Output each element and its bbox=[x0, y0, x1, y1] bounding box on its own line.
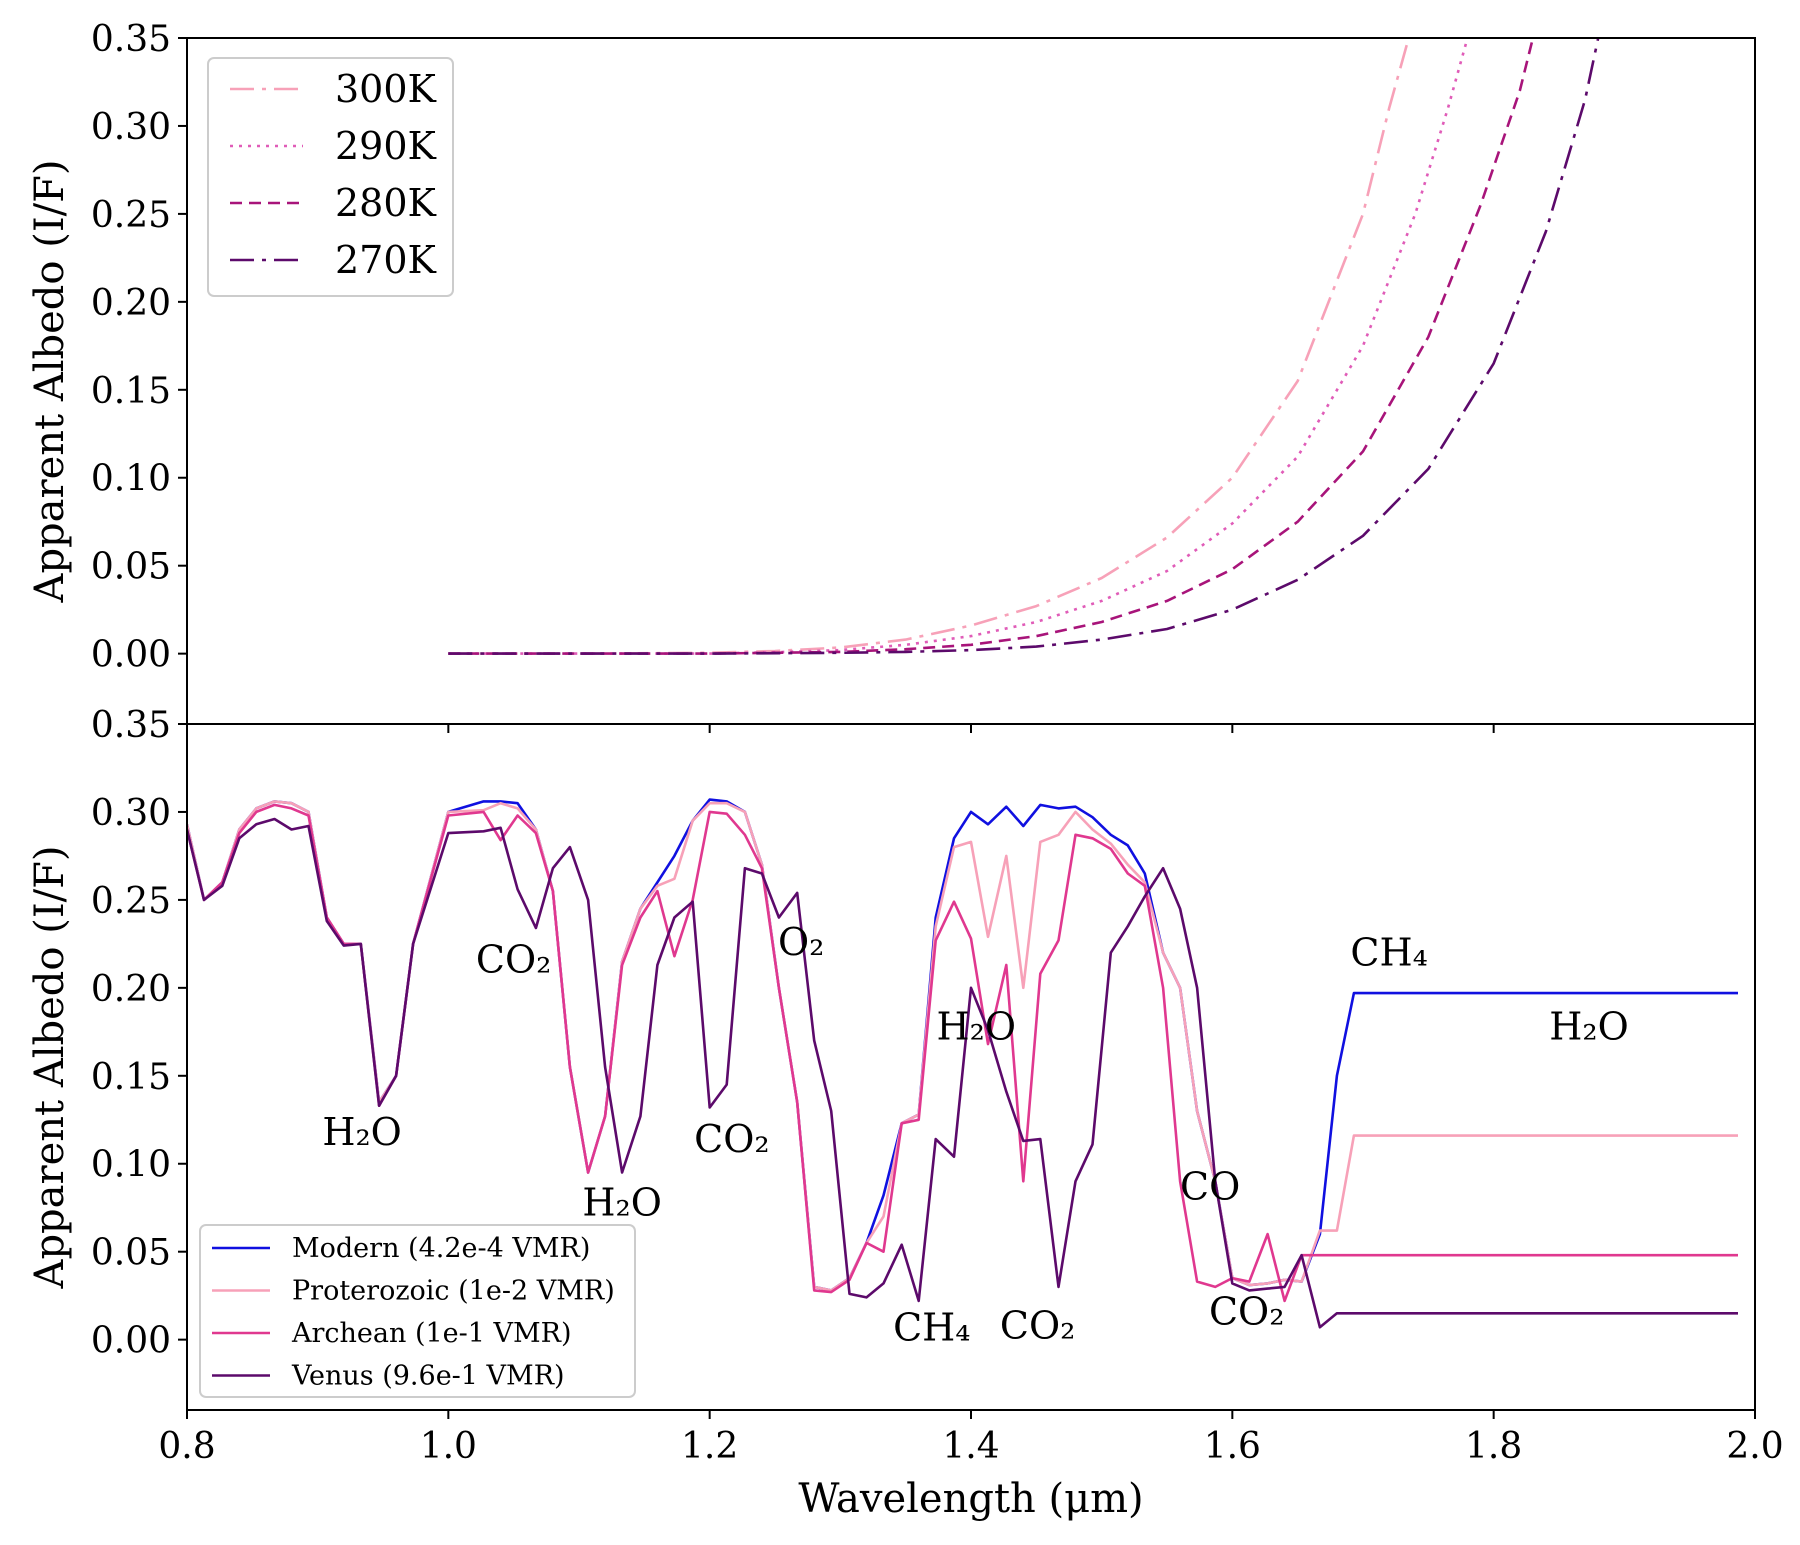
y-tick-label: 0.35 bbox=[91, 705, 171, 746]
y-tick-label: 0.20 bbox=[91, 283, 171, 324]
legend-label: 280K bbox=[335, 181, 437, 225]
y-tick-label: 0.35 bbox=[91, 19, 171, 60]
bottom-y-axis-label: Apparent Albedo (I/F) bbox=[27, 846, 73, 1290]
series-line-4 bbox=[448, 38, 1600, 655]
y-tick-label: 0.10 bbox=[91, 459, 171, 500]
legend-label: 270K bbox=[335, 238, 437, 282]
y-tick-label: 0.15 bbox=[91, 371, 171, 412]
bottom-panel: 0.00 0.05 0.10 0.15 0.20 0.25 0.30 0.35 0.8 1.0 1.… bbox=[27, 705, 1784, 1467]
absorption-label: CO bbox=[1180, 1165, 1240, 1209]
x-tick-label: 1.4 bbox=[942, 1426, 999, 1467]
legend-label: 300K bbox=[335, 67, 437, 111]
top-ticks-group: 0.00 0.05 0.10 0.15 0.20 0.25 0.30 0.35 bbox=[91, 19, 1756, 733]
series-line-2 bbox=[448, 38, 1469, 655]
x-tick-label: 2.0 bbox=[1726, 1426, 1783, 1467]
top-legend: 300K 290K 280K 270K bbox=[207, 57, 454, 297]
x-tick-label: 0.8 bbox=[158, 1426, 215, 1467]
y-tick-label: 0.25 bbox=[91, 195, 171, 236]
absorption-label: H₂O bbox=[582, 1180, 662, 1224]
x-axis-label: Wavelength (μm) bbox=[798, 1476, 1143, 1522]
absorption-label: CO₂ bbox=[694, 1117, 769, 1161]
y-tick-label: 0.05 bbox=[91, 1233, 171, 1274]
y-tick-label: 0.30 bbox=[91, 793, 171, 834]
y-tick-label: 0.05 bbox=[91, 547, 171, 588]
y-tick-label: 0.30 bbox=[91, 107, 171, 148]
absorption-label: CO₂ bbox=[476, 938, 551, 982]
bottom-annotations-group: H₂O CO₂ H₂O CO₂ O₂ H₂O CH₄ CO₂ CO CO₂ CH₄ H₂O bbox=[322, 920, 1628, 1349]
y-tick-label: 0.25 bbox=[91, 881, 171, 922]
absorption-label: CO₂ bbox=[1000, 1304, 1075, 1348]
absorption-label: H₂O bbox=[322, 1110, 402, 1154]
absorption-label: CO₂ bbox=[1209, 1289, 1284, 1333]
series-line-1 bbox=[448, 38, 1410, 655]
absorption-label: H₂O bbox=[1549, 1005, 1629, 1049]
absorption-label: H₂O bbox=[936, 1005, 1016, 1049]
top-series-group bbox=[448, 38, 1600, 655]
x-tick-label: 1.8 bbox=[1465, 1426, 1522, 1467]
bottom-plot-frame bbox=[186, 723, 1756, 1411]
series-line-4 bbox=[187, 817, 1738, 1329]
legend-label: Venus (9.6e-1 VMR) bbox=[291, 1361, 565, 1392]
y-tick-label: 0.00 bbox=[91, 635, 171, 676]
series-line-1 bbox=[187, 798, 1738, 1292]
top-y-axis-label: Apparent Albedo (I/F) bbox=[27, 160, 73, 604]
x-tick-label: 1.0 bbox=[420, 1426, 477, 1467]
bottom-ticks-group: 0.00 0.05 0.10 0.15 0.20 0.25 0.30 0.35 0.8 1.0 1.… bbox=[91, 705, 1784, 1467]
series-line-3 bbox=[448, 38, 1535, 655]
bottom-legend: Modern (4.2e-4 VMR) Proterozoic (1e-2 VMR… bbox=[199, 1224, 636, 1398]
top-panel: 0.00 0.05 0.10 0.15 0.20 0.25 0.30 0.35 Apparen… bbox=[27, 19, 1756, 733]
legend-label: Proterozoic (1e-2 VMR) bbox=[292, 1276, 615, 1307]
legend-box bbox=[199, 1224, 636, 1398]
y-tick-label: 0.00 bbox=[91, 1321, 171, 1362]
series-line-3 bbox=[187, 803, 1738, 1303]
legend-label: 290K bbox=[335, 124, 437, 168]
absorption-label: CH₄ bbox=[1350, 931, 1427, 975]
legend-label: Modern (4.2e-4 VMR) bbox=[292, 1233, 590, 1264]
legend-label: Archean (1e-1 VMR) bbox=[291, 1318, 572, 1349]
absorption-label: O₂ bbox=[778, 920, 824, 964]
y-tick-label: 0.15 bbox=[91, 1057, 171, 1098]
y-tick-label: 0.10 bbox=[91, 1145, 171, 1186]
bottom-series-group bbox=[187, 798, 1738, 1329]
x-tick-label: 1.2 bbox=[681, 1426, 738, 1467]
absorption-label: CH₄ bbox=[893, 1305, 970, 1349]
y-tick-label: 0.20 bbox=[91, 969, 171, 1010]
legend-box bbox=[207, 57, 454, 297]
series-line-2 bbox=[187, 800, 1738, 1292]
x-tick-label: 1.6 bbox=[1204, 1426, 1261, 1467]
